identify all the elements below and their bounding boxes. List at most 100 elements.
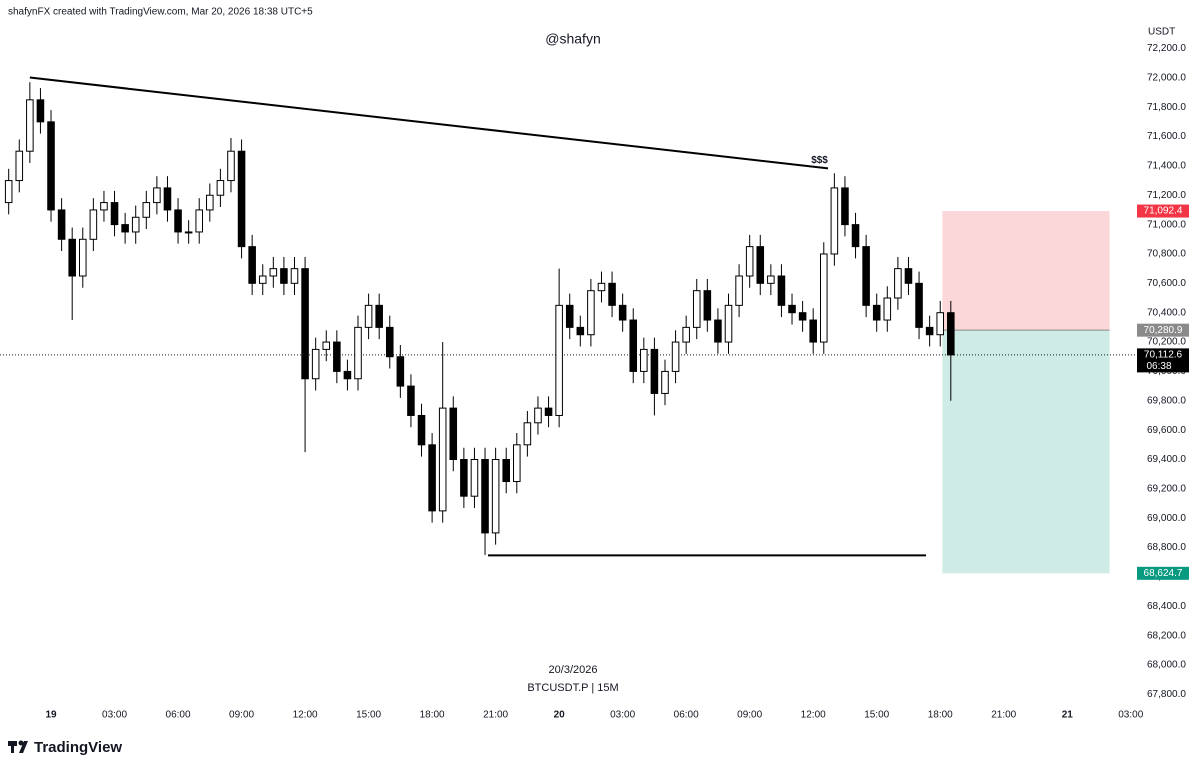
target-label-box <box>1137 566 1189 580</box>
candle-body <box>724 304 733 343</box>
candle-body <box>227 150 235 182</box>
y-tick-label: 68,400.0 <box>1147 601 1186 612</box>
candle-body <box>343 370 352 380</box>
last-price-label: 70,112.6 <box>1144 350 1183 361</box>
entry-label-box <box>1137 323 1189 337</box>
candle-body <box>798 312 807 321</box>
y-tick-label: 68,800.0 <box>1147 542 1186 553</box>
candle-body <box>851 224 860 248</box>
candle-body <box>364 304 373 328</box>
entry-label: 70,280.9 <box>1144 325 1183 336</box>
candle-body <box>640 348 648 372</box>
candle-body <box>449 407 458 460</box>
candle-body <box>788 304 796 314</box>
y-tick-label: 70,400.0 <box>1147 307 1186 318</box>
stop-label: 71,092.4 <box>1144 206 1183 217</box>
target-label: 68,624.7 <box>1144 568 1183 579</box>
candle-body <box>216 180 225 196</box>
candle-body <box>491 458 500 534</box>
stop-zone <box>942 211 1110 331</box>
candle-body <box>438 407 447 512</box>
x-tick-label: 03:00 <box>610 710 635 721</box>
y-tick-label: 69,400.0 <box>1147 454 1186 465</box>
y-tick-label: 68,200.0 <box>1147 630 1186 641</box>
x-tick-label: 21:00 <box>483 710 508 721</box>
x-tick-label: 21 <box>1062 710 1074 721</box>
candle-body <box>661 370 669 394</box>
y-tick-label: 69,000.0 <box>1147 513 1186 524</box>
y-tick-label: 72,000.0 <box>1147 72 1186 83</box>
target-zone <box>942 330 1110 574</box>
candle-body <box>36 99 45 123</box>
candle-body <box>460 458 468 497</box>
y-tick-label: 71,400.0 <box>1147 161 1186 172</box>
stop-label-box <box>1137 204 1189 218</box>
candle-body <box>269 268 278 277</box>
candle-body <box>629 319 638 372</box>
candle-body <box>872 304 881 321</box>
candle-body <box>354 326 362 380</box>
brand: TradingView <box>34 739 122 756</box>
y-tick-label: 72,200.0 <box>1147 43 1186 54</box>
candle-body <box>682 326 690 343</box>
candle-body <box>131 216 140 233</box>
candle-body <box>142 202 151 218</box>
candle-body <box>597 282 606 292</box>
candle-body <box>862 246 870 306</box>
x-tick-label: 18:00 <box>928 710 953 721</box>
candle-body <box>163 187 172 211</box>
y-tick-label: 71,800.0 <box>1147 102 1186 113</box>
candle-body <box>767 275 775 284</box>
candle-body <box>184 231 193 234</box>
candle-body <box>809 319 817 343</box>
candle-body <box>258 275 267 284</box>
candle-body <box>68 238 76 277</box>
y-tick-label: 71,600.0 <box>1147 131 1186 142</box>
candle-body <box>417 414 426 446</box>
x-tick-label: 15:00 <box>864 710 889 721</box>
candle-body <box>428 444 436 512</box>
candle-body <box>618 304 627 321</box>
candle-body <box>650 348 659 394</box>
last-price-label-box <box>1137 348 1189 373</box>
candle-body <box>174 209 182 233</box>
candle-body <box>565 304 574 328</box>
candle-body <box>555 304 563 416</box>
candle-body <box>502 458 510 483</box>
candle-body <box>756 246 765 284</box>
candle-body <box>15 150 24 182</box>
candle-body <box>671 341 680 372</box>
candle-body <box>195 209 204 233</box>
candle-body <box>322 341 331 350</box>
candle-body <box>576 326 585 336</box>
candle-body <box>513 444 521 483</box>
x-tick-label: 09:00 <box>737 710 762 721</box>
candle-body <box>333 341 341 372</box>
y-tick-label: 69,600.0 <box>1147 425 1186 436</box>
candle-body <box>407 385 415 416</box>
candle-body <box>470 458 479 497</box>
y-tick-label: 71,200.0 <box>1147 190 1186 201</box>
candle-body <box>925 326 934 336</box>
candle-body <box>883 297 892 321</box>
candle-body <box>608 282 616 306</box>
y-tick-label: 67,800.0 <box>1147 689 1186 700</box>
candle-body <box>534 407 542 424</box>
x-tick-label: 19 <box>45 710 57 721</box>
candle-body <box>745 246 754 277</box>
candle-body <box>523 422 532 446</box>
candle-body <box>904 268 913 284</box>
x-tick-label: 12:00 <box>801 710 826 721</box>
candle-body <box>280 268 288 284</box>
annotation: $$$ <box>811 155 828 166</box>
candle-body <box>4 180 13 204</box>
y-tick-label: 71,000.0 <box>1147 219 1186 230</box>
candle-body <box>89 209 98 240</box>
header: shafynFX created with TradingView.com, M… <box>8 7 313 18</box>
candle-body <box>248 246 256 284</box>
y-tick-label: 70,200.0 <box>1147 337 1186 348</box>
candle-body <box>735 275 743 306</box>
y-tick-label: 69,200.0 <box>1147 483 1186 494</box>
candle-body <box>301 268 309 380</box>
x-tick-label: 20 <box>554 710 566 721</box>
